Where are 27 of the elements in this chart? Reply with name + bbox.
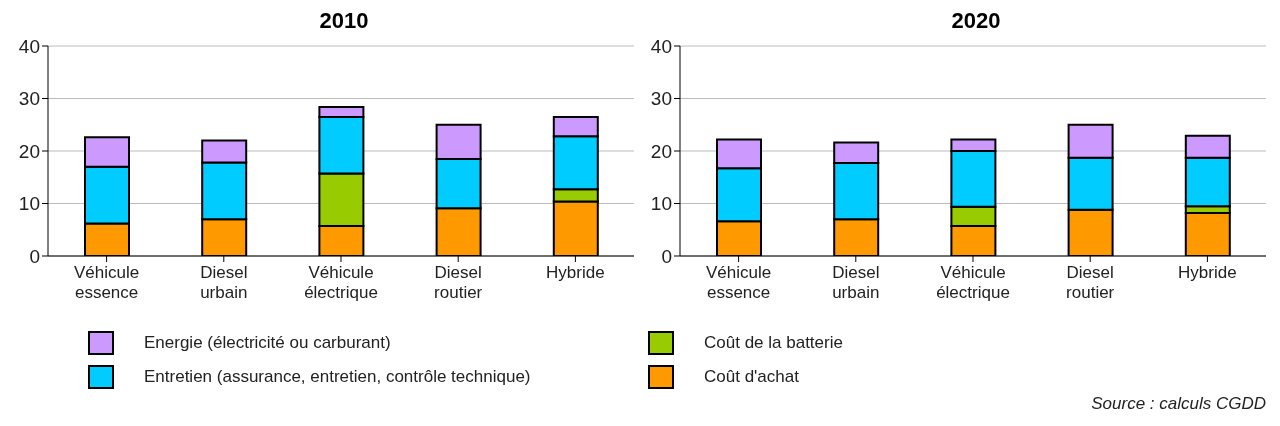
x-tick-label: Hybride [1178, 263, 1237, 282]
legend-label: Coût d'achat [704, 367, 799, 387]
source-note: Source : calculs CGDD [1091, 394, 1266, 414]
y-tick-label: 30 [18, 88, 40, 110]
legend-label: Entretien (assurance, entretien, contrôle technique) [144, 367, 531, 387]
y-tick-label: 0 [661, 245, 672, 267]
y-tick-label: 20 [18, 140, 40, 162]
x-tick-label: Diesel urbain [200, 263, 248, 302]
y-tick-label: 40 [650, 35, 672, 57]
x-tick-label: Diesel routier [1066, 263, 1115, 302]
x-tick-label: Véhicule électrique [304, 263, 378, 302]
x-tick-label: Diesel routier [434, 263, 483, 302]
x-tick-label: Diesel urbain [832, 263, 880, 302]
y-tick-label: 30 [650, 88, 672, 110]
x-tick-label: Hybride [546, 263, 605, 282]
legend-label: Coût de la batterie [704, 333, 843, 353]
chart-title: 2010 [318, 8, 370, 35]
chart-title: 2020 [950, 8, 1002, 35]
x-tick-label: Véhicule essence [705, 263, 772, 302]
y-tick-label: 10 [650, 193, 672, 215]
legend-label: Energie (électricité ou carburant) [144, 333, 391, 353]
y-tick-label: 0 [29, 245, 40, 267]
x-tick-label: Véhicule essence [73, 263, 140, 302]
y-tick-label: 20 [650, 140, 672, 162]
y-tick-label: 40 [18, 35, 40, 57]
y-tick-label: 10 [18, 193, 40, 215]
x-tick-label: Véhicule électrique [936, 263, 1010, 302]
